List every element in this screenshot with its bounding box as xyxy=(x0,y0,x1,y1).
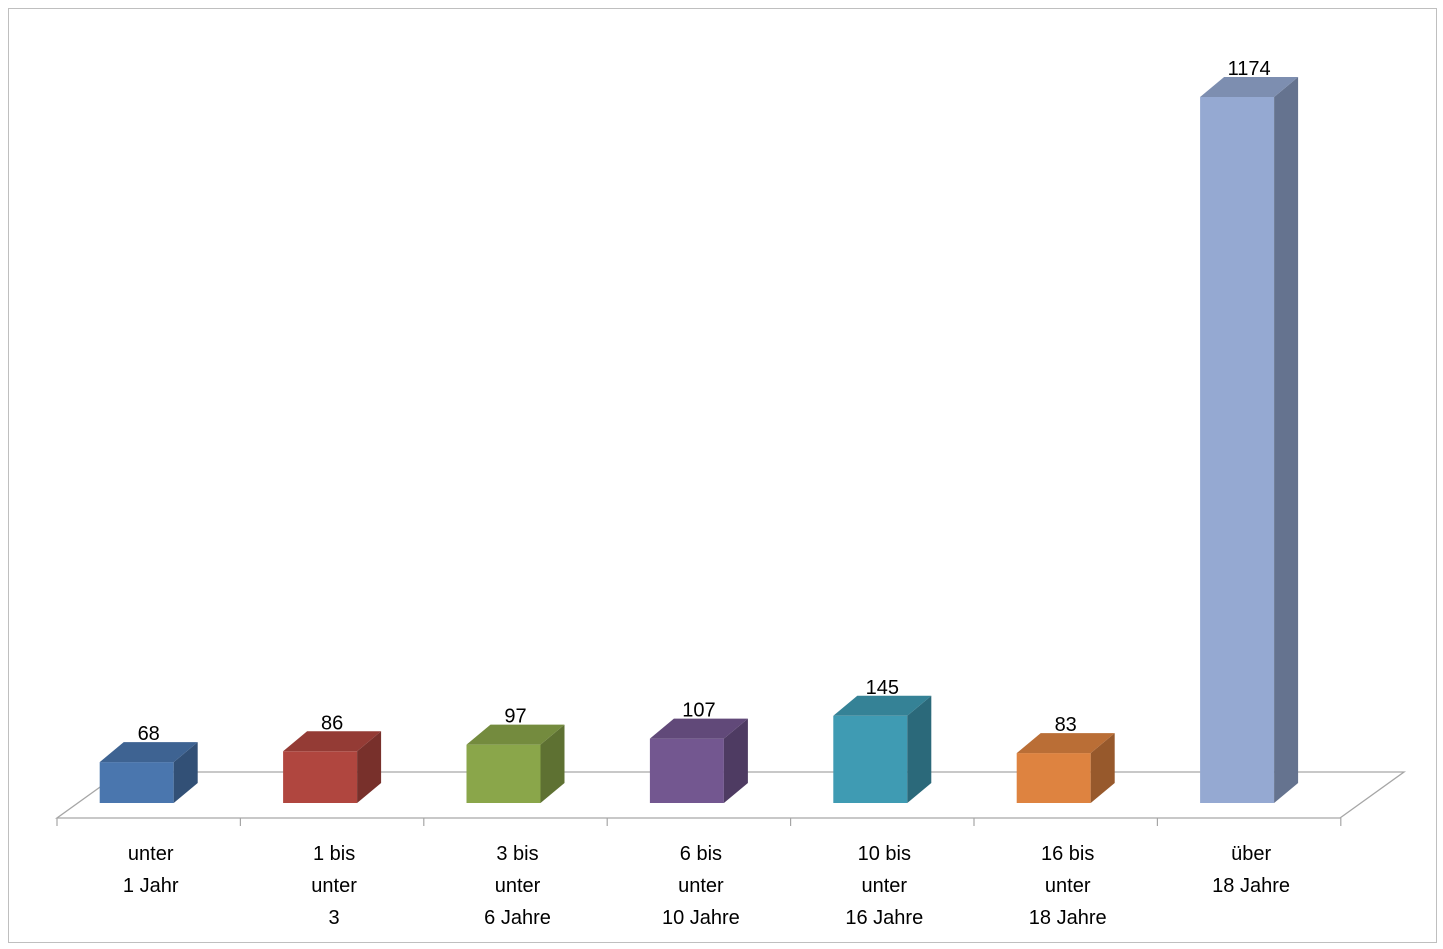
category-label-line: unter xyxy=(311,875,357,897)
bar-front xyxy=(99,762,174,803)
category-label-line: 18 Jahre xyxy=(1212,875,1290,897)
category-label-line: 6 bis xyxy=(680,843,722,865)
bar-side xyxy=(1090,733,1115,803)
category-label: 10 bis unter 16 Jahre xyxy=(845,843,923,929)
category-label-line: 3 bis xyxy=(496,843,538,865)
category-label-line: 10 Jahre xyxy=(662,907,740,929)
category-label: über 18 Jahre xyxy=(1212,843,1290,897)
data-label: 97 xyxy=(504,706,526,728)
data-label: 86 xyxy=(321,712,343,734)
category-label: 1 bis unter 3 xyxy=(311,843,357,929)
category-label-line: 10 bis xyxy=(858,843,911,865)
bar-side xyxy=(357,731,382,803)
data-label: 107 xyxy=(682,700,715,722)
bar-1 xyxy=(99,742,198,803)
category-label-line: unter xyxy=(128,843,174,865)
category-label: unter 1 Jahr xyxy=(123,843,179,897)
category-label: 16 bis unter 18 Jahre xyxy=(1029,843,1107,929)
category-label-line: 1 Jahr xyxy=(123,875,179,897)
bar-5 xyxy=(833,695,932,803)
bar-front xyxy=(1016,753,1091,803)
bar-top xyxy=(833,695,932,716)
category-label-line: 6 Jahre xyxy=(484,907,551,929)
bar-side xyxy=(1274,77,1299,803)
bar-front xyxy=(1200,97,1275,803)
bar-6 xyxy=(1016,733,1115,803)
data-label: 1174 xyxy=(1228,58,1271,80)
category-label-line: 16 bis xyxy=(1041,843,1094,865)
bar-side xyxy=(723,718,748,803)
floor-outline xyxy=(54,771,1407,819)
bar-7 xyxy=(1200,77,1299,803)
bar-top xyxy=(1016,733,1115,754)
bar-4 xyxy=(649,718,748,803)
bar-top xyxy=(99,742,198,763)
bar-top xyxy=(1200,77,1299,97)
category-label: 6 bis unter 10 Jahre xyxy=(662,843,740,929)
bar-side xyxy=(173,742,198,803)
data-label: 145 xyxy=(866,677,899,699)
bar-front xyxy=(649,738,724,803)
chart-floor xyxy=(54,771,1407,826)
category-label-line: über xyxy=(1231,843,1271,865)
category-label-line: 18 Jahre xyxy=(1029,907,1107,929)
data-label: 68 xyxy=(138,723,160,745)
category-label-line: 3 xyxy=(329,907,340,929)
bar-2 xyxy=(283,731,382,803)
value-labels: 68 86 97 107 145 83 1174 xyxy=(138,58,1271,745)
bar-side xyxy=(540,724,565,803)
category-labels: unter 1 Jahr 1 bis unter 3 3 bis unter 6 Jahre 6… xyxy=(123,843,1290,929)
bar-front xyxy=(466,744,541,803)
bar-front xyxy=(283,751,358,803)
data-label: 83 xyxy=(1055,714,1077,736)
category-label-line: unter xyxy=(1045,875,1091,897)
category-label-line: 16 Jahre xyxy=(845,907,923,929)
bar-side xyxy=(907,695,932,803)
bars xyxy=(99,77,1299,803)
bar-top xyxy=(283,731,382,752)
bar-3 xyxy=(466,724,565,803)
bar-front xyxy=(833,715,908,803)
category-label-line: 1 bis xyxy=(313,843,355,865)
bar-top xyxy=(649,718,748,739)
category-label-line: unter xyxy=(495,875,541,897)
bar-top xyxy=(466,724,565,745)
category-label-line: unter xyxy=(862,875,908,897)
category-label: 3 bis unter 6 Jahre xyxy=(484,843,551,929)
category-label-line: unter xyxy=(678,875,724,897)
